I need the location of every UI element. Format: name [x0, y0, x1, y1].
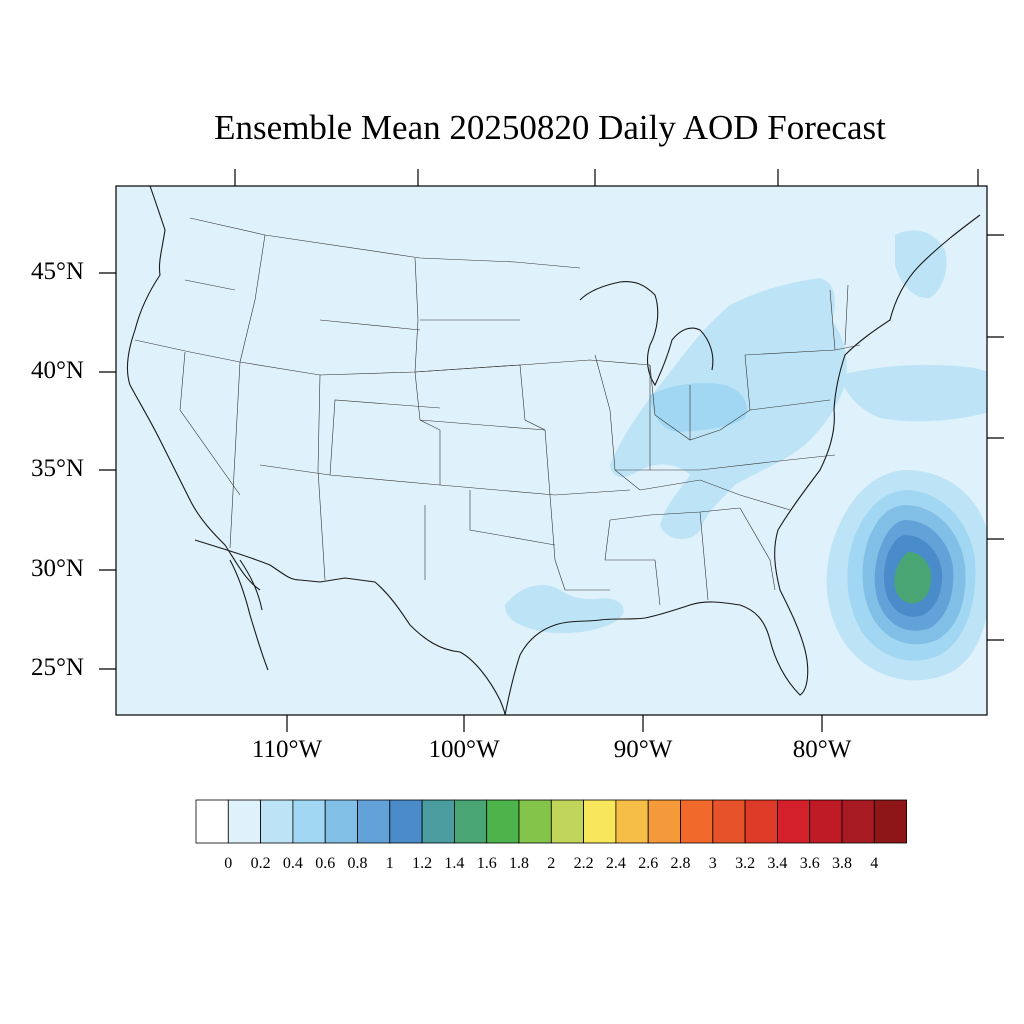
- colorbar-tick-label: 2.4: [605, 855, 626, 872]
- colorbar-tick-label: 0: [224, 855, 233, 872]
- lat-label-35: 35°N: [30, 455, 84, 482]
- colorbar-tick-label: 1: [385, 855, 394, 872]
- colorbar-tick-label: 2.8: [670, 855, 691, 872]
- lat-label-40: 40°N: [30, 357, 84, 384]
- colorbar-tick-label: 3: [708, 855, 717, 872]
- colorbar-swatch: [615, 799, 649, 844]
- colorbar-swatch: [873, 799, 907, 844]
- colorbar-swatch: [486, 799, 520, 844]
- colorbar-tick-label: 4: [870, 855, 879, 872]
- colorbar-tick-label: 1.6: [476, 855, 497, 872]
- coastlines: [126, 186, 981, 715]
- lon-label-100w: 100°W: [428, 736, 500, 763]
- colorbar-tick-label: 3.6: [799, 855, 820, 872]
- colorbar-tick-label: 1.4: [444, 855, 465, 872]
- colorbar-swatch: [550, 799, 584, 844]
- colorbar-swatch: [453, 799, 488, 844]
- colorbar-swatch: [712, 799, 746, 844]
- colorbar-swatch: [647, 799, 681, 844]
- state-borders: [134, 217, 861, 606]
- lat-label-45: 45°N: [30, 258, 84, 285]
- colorbar-swatch: [680, 799, 714, 844]
- colorbar-tick-label: 0.8: [347, 855, 368, 872]
- colorbar-tick-label: 0.2: [250, 855, 271, 872]
- colorbar-tick-label: 1.2: [412, 855, 433, 872]
- colorbar-swatch: [841, 799, 875, 844]
- colorbar-tick-label: 3.4: [767, 855, 788, 872]
- map-frame: [115, 185, 988, 716]
- lat-label-25: 25°N: [30, 654, 84, 681]
- colorbar-tick-label: 2: [547, 855, 556, 872]
- lon-label-80w: 80°W: [792, 736, 852, 763]
- colorbar-swatch: [292, 799, 326, 844]
- aod-field: [126, 186, 987, 715]
- colorbar-swatch: [324, 799, 358, 844]
- aod-region-ohio-valley: [650, 383, 747, 432]
- lon-label-90w: 90°W: [613, 736, 673, 763]
- colorbar-swatch: [357, 799, 391, 844]
- colorbar-tick-label: 2.6: [638, 855, 659, 872]
- colorbar-tick-label: 3.8: [832, 855, 852, 872]
- colorbar-swatch: [260, 799, 294, 844]
- colorbar-swatch: [195, 799, 229, 844]
- colorbar-tick-label: 3.2: [735, 855, 756, 872]
- aod-region-atlantic: [840, 364, 987, 422]
- colorbar-swatch: [421, 799, 455, 844]
- colorbar-tick-label: 2.2: [573, 855, 594, 872]
- colorbar-tick-label: 0.4: [282, 855, 303, 872]
- colorbar-tick-label: 0.6: [315, 855, 336, 872]
- colorbar-swatch: [809, 799, 843, 844]
- map-ticks: [99, 169, 1004, 732]
- colorbar-tick-label: 1.8: [509, 855, 529, 872]
- map-title: Ensemble Mean 20250820 Daily AOD Forecas…: [214, 108, 886, 147]
- colorbar-swatch: [777, 799, 811, 844]
- lat-label-30: 30°N: [30, 555, 84, 582]
- colorbar-swatch: [389, 799, 423, 844]
- colorbar-swatch: [227, 799, 262, 844]
- aod-region-storm-14: [894, 552, 932, 604]
- colorbar-swatch: [744, 799, 778, 844]
- lon-label-110w: 110°W: [251, 736, 323, 763]
- colorbar: [195, 799, 907, 844]
- colorbar-swatch: [583, 799, 617, 844]
- colorbar-swatch: [518, 799, 552, 844]
